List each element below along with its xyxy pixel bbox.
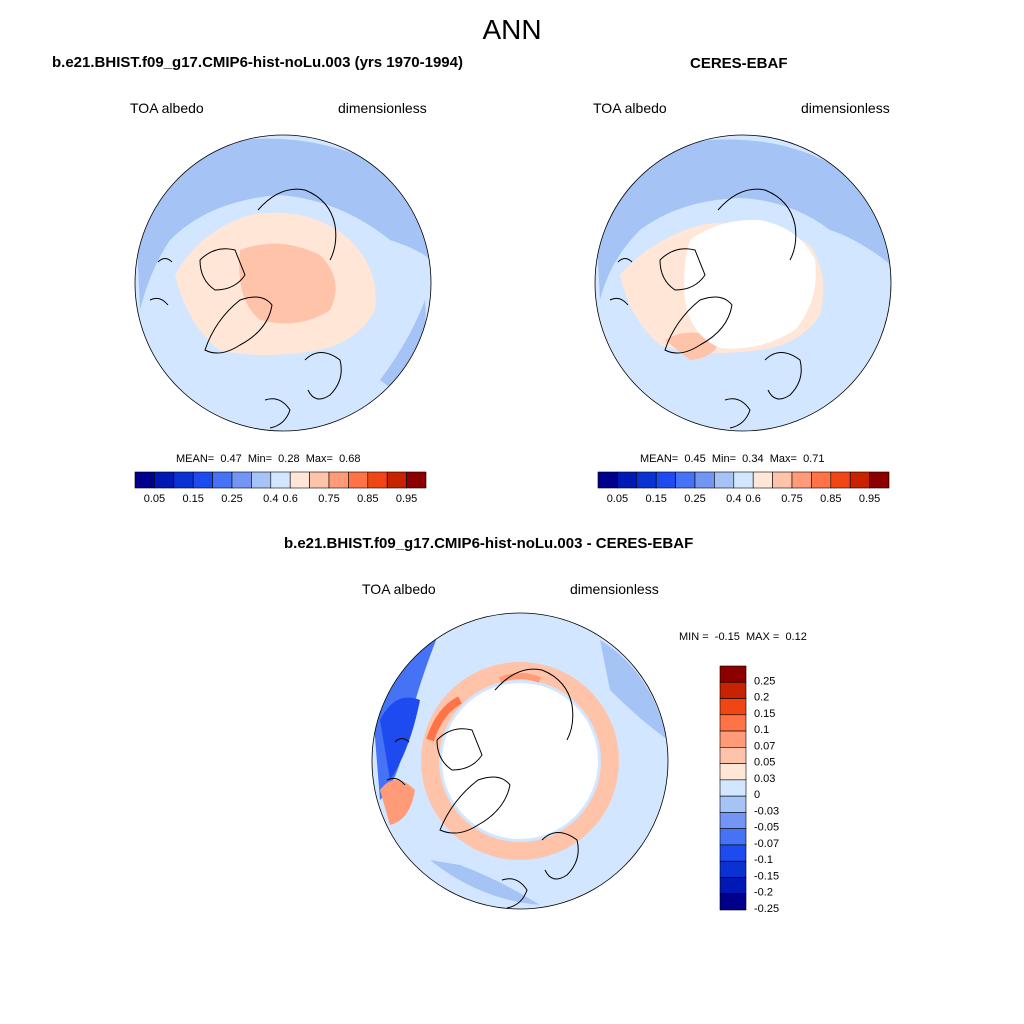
model-colorbar-tick-label: 0.6 [283, 493, 298, 505]
diff-colorbar-swatch [719, 877, 747, 895]
diff-units-label: dimensionless [570, 581, 659, 597]
obs-colorbar-swatch [714, 471, 735, 489]
model-colorbar-swatch [173, 471, 194, 489]
diff-colorbar-swatch [719, 893, 747, 911]
obs-colorbar-swatch [772, 471, 793, 489]
model-colorbar-tick-label: 0.25 [221, 493, 242, 505]
obs-colorbar-swatch [733, 471, 754, 489]
obs-colorbar-tick-label: 0.6 [746, 493, 761, 505]
figure-title: ANN [482, 14, 542, 45]
model-map [134, 134, 432, 432]
diff-variable-label: TOA albedo [362, 581, 436, 597]
diff-colorbar-tick-label: -0.03 [754, 805, 779, 817]
model-colorbar: 0.05 0.15 0.25 0.4 0.6 0.75 0.85 0.95 [134, 471, 427, 505]
obs-colorbar-swatch [655, 471, 676, 489]
model-colorbar-tick-label: 0.05 [144, 493, 165, 505]
diff-map [371, 612, 669, 910]
obs-colorbar-tick-label: 0.4 [726, 493, 741, 505]
diff-colorbar-tick-label: 0.2 [754, 692, 769, 704]
diff-colorbar-swatch [719, 828, 747, 846]
diff-colorbar-tick-label: -0.05 [754, 822, 779, 834]
diff-colorbar-tick-label: 0 [754, 789, 760, 801]
diff-colorbar-swatch [719, 844, 747, 862]
diff-stats: MIN = -0.15 MAX = 0.12 [679, 631, 807, 643]
diff-colorbar-swatch [719, 860, 747, 878]
obs-colorbar-swatch [830, 471, 851, 489]
diff-colorbar-tick-label: 0.1 [754, 724, 769, 736]
diff-colorbar-swatch [719, 698, 747, 716]
diff-colorbar-swatch [719, 681, 747, 699]
obs-colorbar-swatch [617, 471, 638, 489]
model-colorbar-swatch [270, 471, 291, 489]
diff-colorbar-swatch [719, 779, 747, 797]
diff-colorbar-swatch [719, 747, 747, 764]
diff-colorbar-tick-label: 0.07 [754, 740, 775, 752]
model-colorbar-tick-label: 0.4 [263, 493, 278, 505]
obs-colorbar-tick-label: 0.25 [684, 493, 705, 505]
diff-colorbar-swatch [719, 665, 747, 683]
obs-colorbar-swatch [752, 471, 773, 489]
obs-colorbar-swatch [791, 471, 812, 489]
obs-colorbar-tick-label: 0.85 [820, 493, 841, 505]
obs-colorbar-swatch [811, 471, 832, 489]
obs-units-label: dimensionless [801, 100, 890, 116]
model-units-label: dimensionless [338, 100, 427, 116]
diff-colorbar-tick-label: -0.1 [754, 854, 773, 866]
model-colorbar-swatch [328, 471, 349, 489]
model-colorbar-swatch [251, 471, 272, 489]
obs-colorbar-swatch [597, 471, 618, 489]
obs-colorbar-tick-label: 0.05 [607, 493, 628, 505]
obs-colorbar-swatch [869, 471, 890, 489]
obs-colorbar-tick-label: 0.95 [859, 493, 880, 505]
model-colorbar-swatch [367, 471, 388, 489]
obs-colorbar-tick-label: 0.15 [645, 493, 666, 505]
obs-colorbar-swatch [849, 471, 870, 489]
obs-colorbar-swatch [636, 471, 657, 489]
diff-colorbar-swatch [719, 795, 747, 813]
obs-colorbar-swatch [694, 471, 715, 489]
obs-colorbar-tick-label: 0.75 [781, 493, 802, 505]
diff-colorbar-swatch [719, 763, 747, 781]
diff-colorbar: 0.25 0.2 0.15 0.1 0.07 0.05 0.03 0 -0.03 -0.05 -0.… [719, 665, 779, 915]
model-colorbar-swatch [406, 471, 427, 489]
obs-panel-title: CERES-EBAF [690, 55, 788, 72]
diff-colorbar-tick-label: -0.25 [754, 903, 779, 915]
obs-colorbar: 0.05 0.15 0.25 0.4 0.6 0.75 0.85 0.95 [597, 471, 890, 505]
model-panel-title: b.e21.BHIST.f09_g17.CMIP6-hist-noLu.003 … [52, 54, 463, 71]
model-colorbar-swatch [212, 471, 233, 489]
obs-stats: MEAN= 0.45 Min= 0.34 Max= 0.71 [640, 453, 825, 465]
diff-colorbar-swatch [719, 730, 747, 748]
obs-variable-label: TOA albedo [593, 100, 667, 116]
model-colorbar-tick-label: 0.75 [318, 493, 339, 505]
model-colorbar-tick-label: 0.95 [396, 493, 417, 505]
obs-colorbar-swatch [675, 471, 696, 489]
diff-colorbar-tick-label: 0.25 [754, 675, 775, 687]
model-colorbar-swatch [134, 471, 155, 489]
model-colorbar-swatch [348, 471, 369, 489]
diff-colorbar-swatch [719, 812, 747, 829]
diff-colorbar-tick-label: 0.05 [754, 757, 775, 769]
diff-colorbar-tick-label: -0.07 [754, 838, 779, 850]
diff-colorbar-swatch [719, 714, 747, 732]
model-colorbar-swatch [289, 471, 310, 489]
model-stats: MEAN= 0.47 Min= 0.28 Max= 0.68 [176, 453, 361, 465]
diff-colorbar-tick-label: 0.15 [754, 708, 775, 720]
obs-map [594, 134, 892, 432]
model-variable-label: TOA albedo [130, 100, 204, 116]
diff-panel-title: b.e21.BHIST.f09_g17.CMIP6-hist-noLu.003 … [284, 535, 694, 552]
model-colorbar-tick-label: 0.15 [182, 493, 203, 505]
model-colorbar-tick-label: 0.85 [357, 493, 378, 505]
model-colorbar-swatch [231, 471, 252, 489]
model-colorbar-swatch [309, 471, 330, 489]
diff-colorbar-tick-label: -0.15 [754, 870, 779, 882]
diff-colorbar-tick-label: -0.2 [754, 887, 773, 899]
model-colorbar-swatch [154, 471, 175, 489]
model-colorbar-swatch [386, 471, 407, 489]
diff-colorbar-tick-label: 0.03 [754, 773, 775, 785]
model-colorbar-swatch [192, 471, 213, 489]
